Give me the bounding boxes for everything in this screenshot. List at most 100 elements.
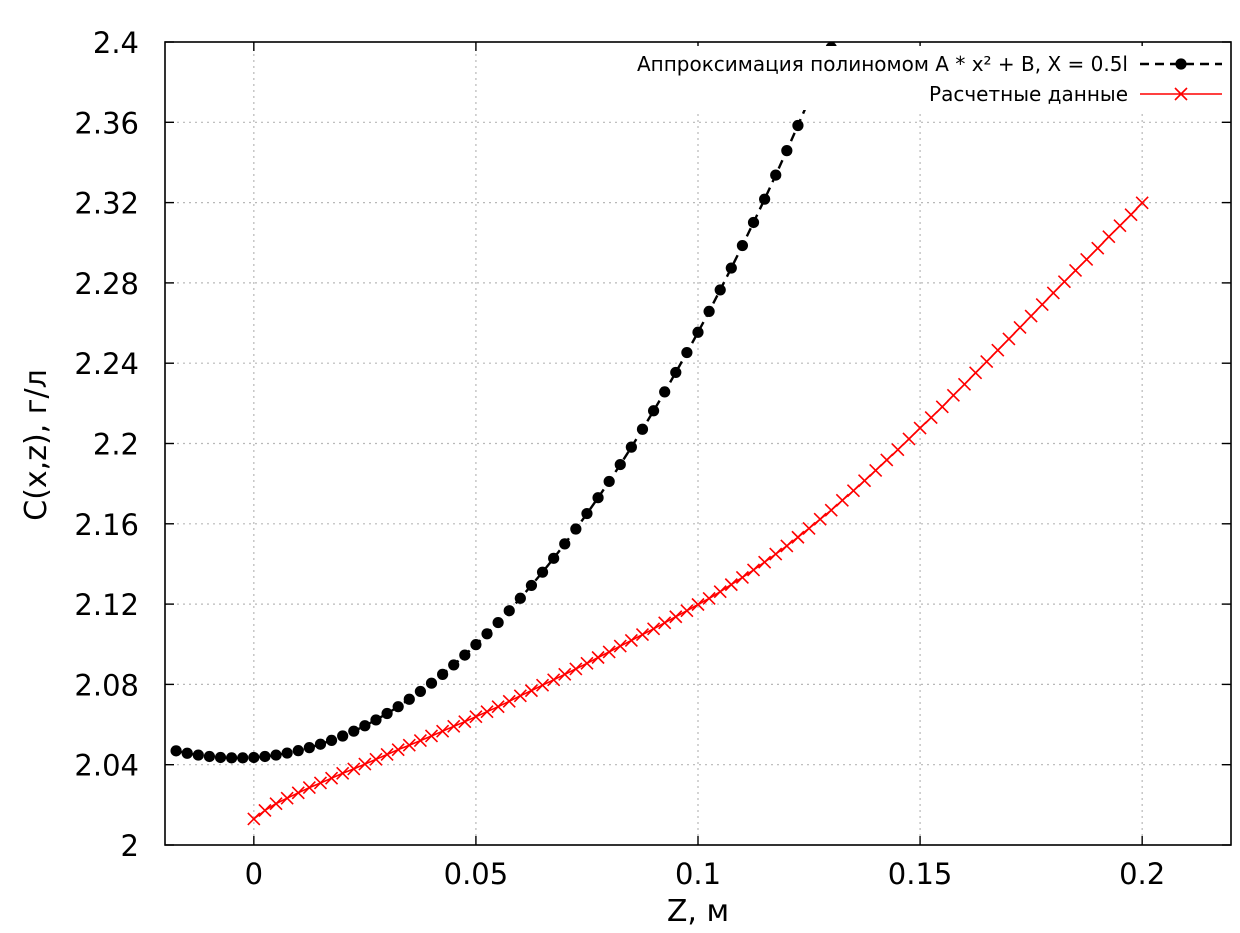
approximation-point: [525, 579, 538, 592]
approximation-point: [392, 701, 404, 713]
computed-point: [780, 539, 794, 553]
approximation-point: [781, 145, 793, 157]
y-tick-label: 2: [121, 829, 139, 863]
computed-point: [513, 689, 527, 703]
plot-frame: [164, 41, 1232, 846]
approximation-point: [770, 169, 782, 181]
approximation-point: [514, 592, 526, 604]
approximation-point: [492, 616, 504, 629]
series-layer: [170, 15, 1149, 826]
approximation-point: [325, 734, 338, 747]
computed-point: [1068, 263, 1083, 278]
approximation-point: [348, 725, 360, 737]
approximation-point: [759, 193, 771, 205]
approximation-point: [314, 738, 327, 750]
approximation-point: [381, 707, 393, 720]
y-tick-label: 2.12: [74, 588, 139, 622]
computed-point: [258, 803, 272, 818]
approximation-point: [437, 668, 449, 680]
computed-point: [558, 667, 572, 681]
approximation-point: [837, 15, 848, 26]
legend-label-computed: Расчетные данные: [929, 82, 1128, 106]
approximation-point: [370, 714, 382, 726]
approximation-point: [592, 492, 604, 504]
computed-point: [280, 791, 294, 805]
approximation-point: [792, 119, 804, 132]
computed-point: [980, 355, 994, 369]
computed-point: [691, 597, 705, 612]
computed-point: [846, 484, 861, 498]
computed-point: [669, 610, 683, 624]
approximation-point: [703, 305, 715, 318]
legend-marker-computed: [1174, 87, 1188, 101]
computed-point: [269, 797, 283, 811]
computed-point: [791, 530, 805, 544]
approximation-point: [636, 423, 649, 435]
y-tick-label: 2.36: [74, 106, 139, 140]
computed-point: [758, 555, 772, 569]
computed-point: [802, 521, 816, 535]
y-tick-label: 2.04: [74, 749, 139, 783]
y-tick-label: 2.08: [74, 668, 139, 702]
computed-point: [746, 563, 761, 577]
approximation-point: [714, 284, 726, 296]
computed-point: [658, 616, 672, 630]
legend-marker-approximation: [1175, 58, 1187, 70]
computed-point: [635, 628, 650, 642]
approximation-point: [614, 458, 626, 471]
computed-point: [913, 421, 927, 435]
computed-point: [935, 400, 949, 414]
approximation-point: [281, 747, 293, 759]
computed-point: [447, 719, 461, 733]
legend: Аппроксимация полиномом A * x² + B, X = …: [602, 46, 1229, 110]
computed-point: [247, 812, 261, 826]
computed-point: [369, 752, 383, 766]
approximation-point: [259, 750, 271, 763]
x-tick-label: 0.1: [675, 857, 721, 891]
computed-point: [569, 662, 583, 676]
legend-background: [602, 46, 1229, 110]
series-line-approximation: [175, 42, 835, 760]
computed-point: [924, 411, 938, 425]
x-tick-labels: 0 0.05 0.1 0.15 0.2: [245, 857, 1166, 891]
approximation-point: [448, 659, 460, 671]
computed-point: [769, 547, 783, 561]
approximation-point: [659, 386, 671, 398]
computed-point: [580, 656, 594, 670]
y-tick-label: 2.32: [74, 187, 139, 221]
approximation-point: [681, 346, 693, 359]
computed-point: [624, 633, 638, 648]
approximation-point: [170, 745, 182, 757]
approximation-point: [303, 742, 315, 754]
series-group: [170, 15, 1149, 826]
x-tick-label: 0.15: [888, 857, 953, 891]
approximation-point: [481, 628, 493, 640]
approximation-point: [181, 747, 193, 759]
computed-point: [302, 781, 316, 795]
computed-point: [1135, 196, 1149, 210]
computed-point: [647, 622, 661, 636]
computed-point: [424, 729, 439, 743]
computed-point: [702, 591, 716, 606]
computed-point: [413, 734, 427, 748]
computed-point: [1080, 252, 1094, 266]
computed-point: [535, 678, 550, 692]
approximation-point: [536, 566, 549, 578]
x-tick-label: 0.05: [444, 857, 509, 891]
approximation-point: [670, 366, 682, 379]
computed-point: [1091, 241, 1105, 255]
computed-point: [380, 747, 394, 762]
computed-point: [891, 443, 905, 457]
computed-point: [402, 738, 416, 752]
computed-point: [1124, 208, 1138, 222]
computed-point: [1057, 275, 1072, 289]
computed-point: [1024, 309, 1038, 323]
grid: [165, 42, 1231, 845]
computed-point: [336, 766, 350, 780]
approximation-point: [226, 752, 238, 764]
computed-point: [602, 645, 616, 659]
computed-point: [358, 757, 372, 771]
computed-point: [713, 585, 727, 599]
computed-point: [491, 700, 505, 714]
computed-point: [458, 715, 472, 729]
